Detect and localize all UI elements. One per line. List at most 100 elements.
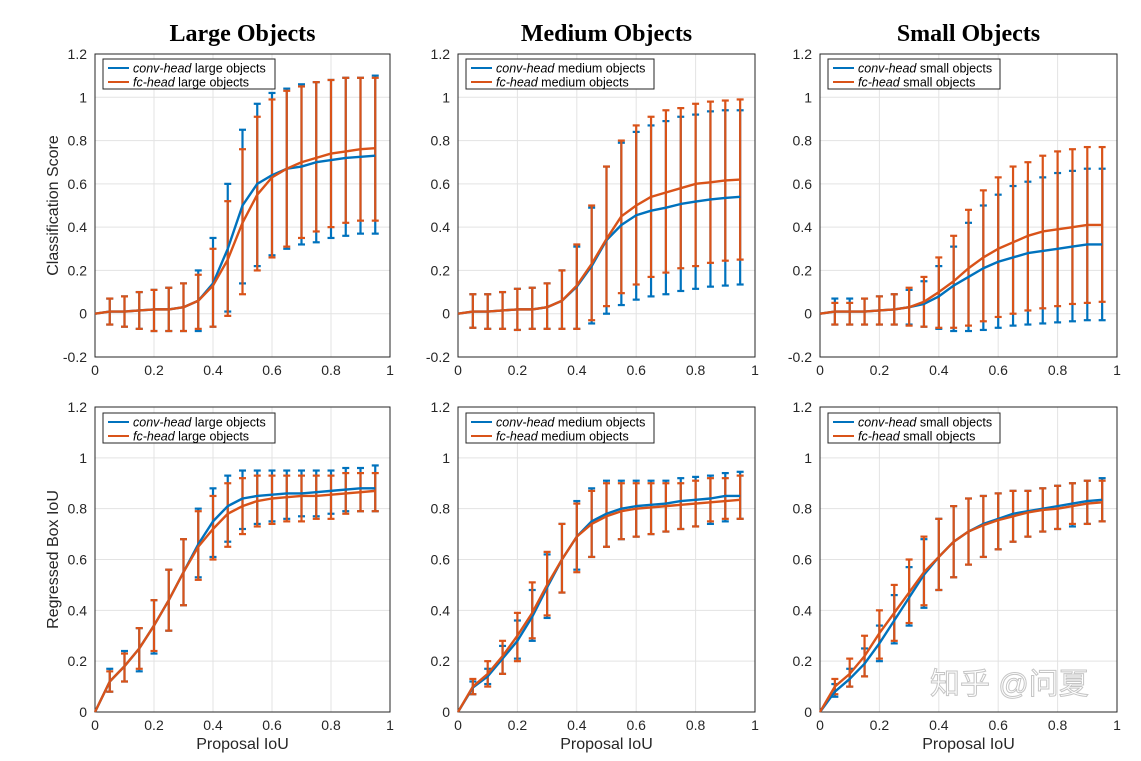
y-tick-label: 0.2	[431, 653, 451, 669]
subplot-title: Small Objects	[897, 21, 1040, 47]
x-tick-label: 0.2	[870, 362, 890, 378]
series-line-fc	[456, 498, 741, 713]
legend-entry-conv: conv-head large objects	[133, 62, 266, 76]
legend-entry-fc: fc-head large objects	[133, 76, 249, 90]
y-tick-label: 0.6	[431, 176, 451, 192]
x-tick-label: 1	[386, 362, 394, 378]
y-axis-label: Classification Score	[45, 135, 62, 276]
subplot-3: 0 0.2 0.4 0.6 0.8 1-0.200.20.40.60.811.2conv-…	[788, 21, 1121, 378]
x-tick-label: 0.4	[203, 717, 223, 733]
legend-box	[102, 58, 276, 90]
series-line-fc	[457, 178, 741, 315]
legend-entry-conv: conv-head small objects	[858, 62, 992, 76]
x-axis-label: Proposal IoU	[560, 736, 653, 753]
y-tick-label: 1.2	[68, 46, 88, 62]
x-tick-label: 0	[454, 717, 462, 733]
axes-box	[819, 53, 1118, 358]
y-tick-label: 0.4	[793, 219, 813, 235]
x-tick-label: 0.2	[144, 717, 164, 733]
y-tick-label: 0	[442, 306, 450, 322]
x-tick-label: 0.2	[508, 362, 528, 378]
x-tick-label: 0.6	[626, 717, 646, 733]
legend-entry-fc: fc-head small objects	[858, 76, 975, 90]
axes-box	[94, 53, 391, 358]
legend-box	[465, 412, 655, 444]
y-tick-label: 0.8	[68, 133, 88, 149]
x-tick-label: 0.6	[988, 362, 1008, 378]
y-tick-label: 1.2	[68, 399, 88, 415]
x-tick-label: 0	[816, 362, 824, 378]
x-tick-label: 0.8	[686, 362, 706, 378]
y-tick-label: 0.2	[68, 653, 88, 669]
watermark: 知乎 @问夏	[930, 668, 1089, 701]
x-axis-label: Proposal IoU	[196, 736, 289, 753]
y-axis-label: Regressed Box IoU	[45, 490, 62, 629]
x-tick-label: 0	[91, 362, 99, 378]
series-line-conv	[456, 494, 741, 713]
y-tick-label: 0.6	[68, 552, 88, 568]
y-tick-label: 0.6	[431, 552, 451, 568]
y-tick-label: 0	[804, 704, 812, 720]
y-tick-label: -0.2	[426, 349, 450, 365]
legend-box	[465, 58, 655, 90]
y-tick-label: 1.2	[431, 399, 451, 415]
y-tick-label: 1	[804, 450, 812, 466]
x-axis-label: Proposal IoU	[922, 736, 1015, 753]
x-tick-label: 0.2	[870, 717, 890, 733]
legend-box	[827, 412, 1001, 444]
y-tick-label: 0.6	[793, 552, 813, 568]
y-tick-label: 0.4	[431, 602, 451, 618]
legend-entry-fc: fc-head medium objects	[496, 430, 629, 444]
y-tick-label: 0	[79, 306, 87, 322]
y-tick-label: 0.8	[68, 501, 88, 517]
subplot-title: Medium Objects	[521, 21, 692, 47]
x-tick-label: 0	[816, 717, 824, 733]
x-tick-label: 0.4	[929, 717, 949, 733]
y-tick-label: 0.4	[68, 602, 88, 618]
x-tick-label: 0	[454, 362, 462, 378]
y-tick-label: 0.2	[68, 262, 88, 278]
y-tick-label: 1	[804, 89, 812, 105]
series-line-fc	[819, 223, 1103, 315]
legend-entry-conv: conv-head large objects	[133, 416, 266, 430]
x-tick-label: 0.6	[262, 717, 282, 733]
legend-box	[102, 412, 276, 444]
y-tick-label: 1	[79, 89, 87, 105]
subplot-2: 0 0.2 0.4 0.6 0.8 1-0.200.20.40.60.811.2conv-…	[426, 21, 759, 378]
legend-entry-conv: conv-head small objects	[858, 416, 992, 430]
y-tick-label: 0.2	[431, 262, 451, 278]
legend-entry-conv: conv-head medium objects	[496, 416, 645, 430]
series-line-conv	[819, 243, 1103, 315]
subplot-4: 0 0.2 0.4 0.6 0.8 1 0 0.2 0.4 0.6 0.8 1 1.2 conv-head…	[45, 399, 394, 753]
y-tick-label: 0.4	[68, 219, 88, 235]
x-tick-label: 0.6	[988, 717, 1008, 733]
x-tick-label: 0.2	[144, 362, 164, 378]
subplot-title: Large Objects	[170, 21, 316, 47]
series-line-conv	[93, 487, 376, 713]
y-tick-label: 0.4	[431, 219, 451, 235]
y-tick-label: 1	[79, 450, 87, 466]
x-tick-label: 0.8	[1048, 717, 1068, 733]
y-tick-label: 0.6	[793, 176, 813, 192]
y-tick-label: 0.6	[68, 176, 88, 192]
y-tick-label: 0	[79, 704, 87, 720]
x-tick-label: 1	[751, 717, 759, 733]
y-tick-label: -0.2	[788, 349, 812, 365]
legend-entry-fc: fc-head medium objects	[496, 76, 629, 90]
series-line-conv	[94, 154, 376, 315]
subplot-5: 0 0.2 0.4 0.6 0.8 1 0 0.2 0.4 0.6 0.8 1 1.2 conv-head…	[431, 399, 760, 753]
x-tick-label: 1	[1113, 717, 1121, 733]
x-tick-label: 0	[91, 717, 99, 733]
x-tick-label: 0.2	[508, 717, 528, 733]
axes-box	[819, 406, 1118, 713]
x-tick-label: 0.4	[203, 362, 223, 378]
y-tick-label: 0.8	[793, 501, 813, 517]
y-tick-label: 1	[442, 450, 450, 466]
y-tick-label: 0	[804, 306, 812, 322]
x-tick-label: 0.8	[1048, 362, 1068, 378]
axes-box	[457, 406, 756, 713]
axes-box	[94, 406, 391, 713]
axes-box	[457, 53, 756, 358]
y-tick-label: 0.4	[793, 602, 813, 618]
